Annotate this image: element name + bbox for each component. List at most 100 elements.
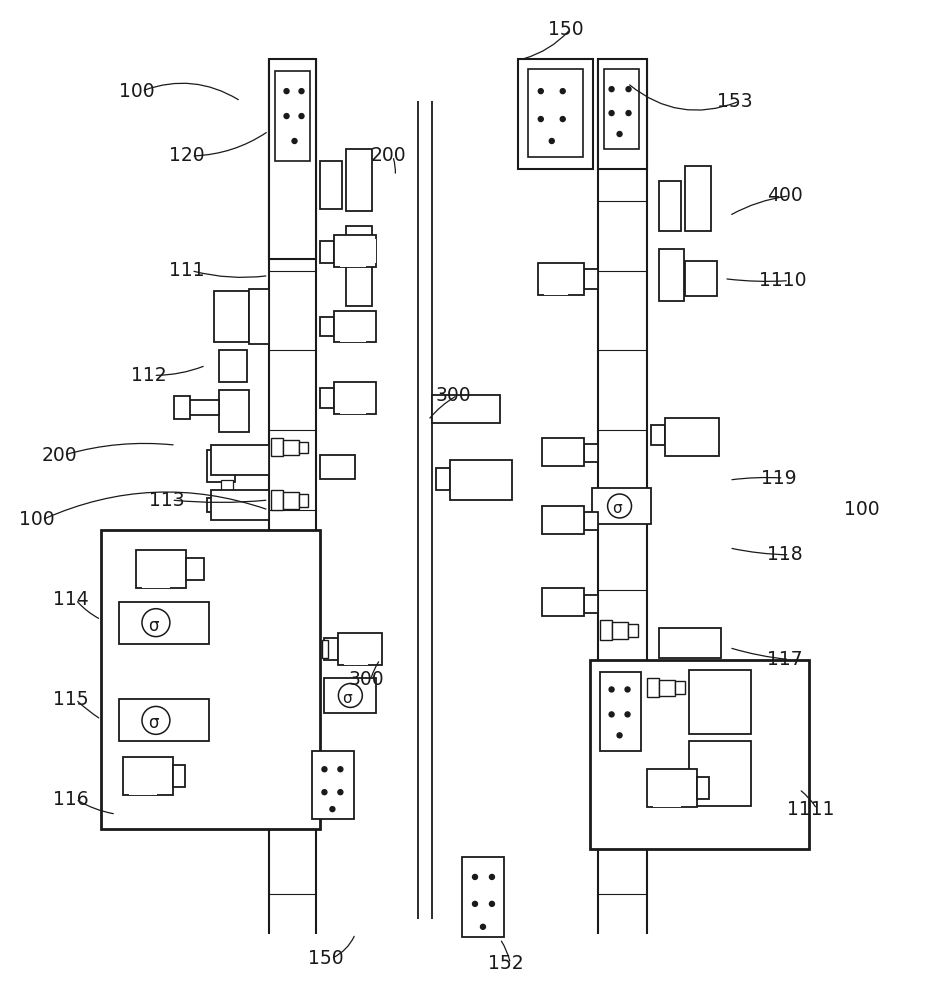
Bar — [339, 633, 382, 665]
Bar — [685, 166, 711, 231]
Bar — [334, 235, 376, 267]
Circle shape — [472, 874, 477, 879]
Text: 150: 150 — [309, 949, 344, 968]
Bar — [344, 639, 368, 665]
Circle shape — [489, 901, 494, 906]
Circle shape — [338, 767, 343, 772]
Bar — [583, 512, 598, 530]
Bar — [542, 438, 583, 466]
Text: 300: 300 — [348, 670, 384, 689]
Bar — [321, 455, 356, 479]
Circle shape — [550, 139, 554, 143]
Bar — [685, 261, 717, 296]
Bar — [458, 467, 494, 499]
Bar — [298, 494, 309, 507]
Circle shape — [322, 790, 327, 795]
Bar — [120, 602, 209, 644]
Text: 117: 117 — [767, 650, 803, 669]
Bar — [538, 263, 583, 295]
Bar — [218, 390, 248, 432]
Bar — [612, 622, 628, 639]
Circle shape — [338, 790, 343, 795]
Circle shape — [330, 807, 335, 812]
Text: σ: σ — [148, 714, 158, 732]
Bar — [129, 763, 157, 795]
Circle shape — [626, 87, 631, 92]
Bar — [544, 269, 567, 295]
Text: 111: 111 — [168, 261, 204, 280]
Bar — [647, 678, 660, 697]
Bar — [665, 418, 719, 456]
Bar — [214, 291, 248, 342]
Text: 116: 116 — [54, 790, 88, 809]
Text: 152: 152 — [488, 954, 523, 973]
Text: 400: 400 — [767, 186, 803, 205]
Bar — [672, 424, 706, 454]
Bar — [221, 480, 232, 500]
Bar — [599, 620, 612, 640]
Bar — [690, 670, 751, 734]
Circle shape — [609, 712, 614, 717]
Bar — [271, 490, 282, 510]
Text: σ: σ — [343, 691, 352, 706]
Bar — [628, 624, 637, 637]
Bar — [325, 638, 339, 660]
Bar — [323, 640, 328, 658]
Circle shape — [299, 114, 304, 119]
Bar — [268, 59, 316, 259]
Bar — [218, 350, 247, 382]
Text: 112: 112 — [131, 366, 167, 385]
Text: 119: 119 — [761, 469, 797, 488]
Bar — [436, 468, 450, 490]
Bar — [298, 442, 309, 453]
Circle shape — [284, 89, 289, 94]
Bar — [189, 400, 218, 415]
Text: σ: σ — [612, 501, 621, 516]
Bar — [341, 388, 366, 414]
Bar — [462, 857, 503, 937]
Bar — [548, 511, 567, 531]
Circle shape — [538, 89, 543, 94]
Text: 300: 300 — [435, 386, 470, 405]
Text: 200: 200 — [41, 446, 77, 465]
Bar — [599, 672, 642, 751]
Bar — [321, 388, 334, 408]
Bar — [321, 161, 343, 209]
Text: 150: 150 — [548, 20, 583, 39]
Circle shape — [625, 712, 630, 717]
Bar — [312, 751, 355, 819]
Text: 118: 118 — [767, 545, 803, 564]
Text: 115: 115 — [54, 690, 88, 709]
Bar — [450, 460, 512, 500]
Bar — [275, 71, 311, 161]
Bar — [346, 149, 373, 211]
Circle shape — [538, 117, 543, 122]
Bar — [592, 488, 651, 524]
Bar — [341, 241, 366, 267]
Circle shape — [284, 114, 289, 119]
Text: 100: 100 — [20, 510, 55, 529]
Bar — [321, 241, 334, 263]
Bar — [207, 498, 234, 512]
Bar — [528, 69, 582, 157]
Bar — [101, 530, 321, 829]
Bar — [248, 289, 268, 344]
Bar — [282, 440, 298, 455]
Bar — [334, 382, 376, 414]
Circle shape — [472, 901, 477, 906]
Bar — [548, 593, 567, 613]
Circle shape — [609, 111, 614, 116]
Bar — [583, 444, 598, 462]
Bar — [346, 226, 373, 306]
Bar — [120, 699, 209, 741]
Bar — [334, 311, 376, 342]
Bar — [548, 443, 567, 464]
Bar — [603, 69, 640, 149]
Circle shape — [481, 924, 486, 929]
Bar — [173, 765, 184, 787]
Bar — [653, 775, 681, 807]
Bar — [583, 595, 598, 613]
Bar — [647, 769, 697, 807]
Text: 100: 100 — [844, 500, 880, 519]
Bar — [518, 59, 593, 169]
